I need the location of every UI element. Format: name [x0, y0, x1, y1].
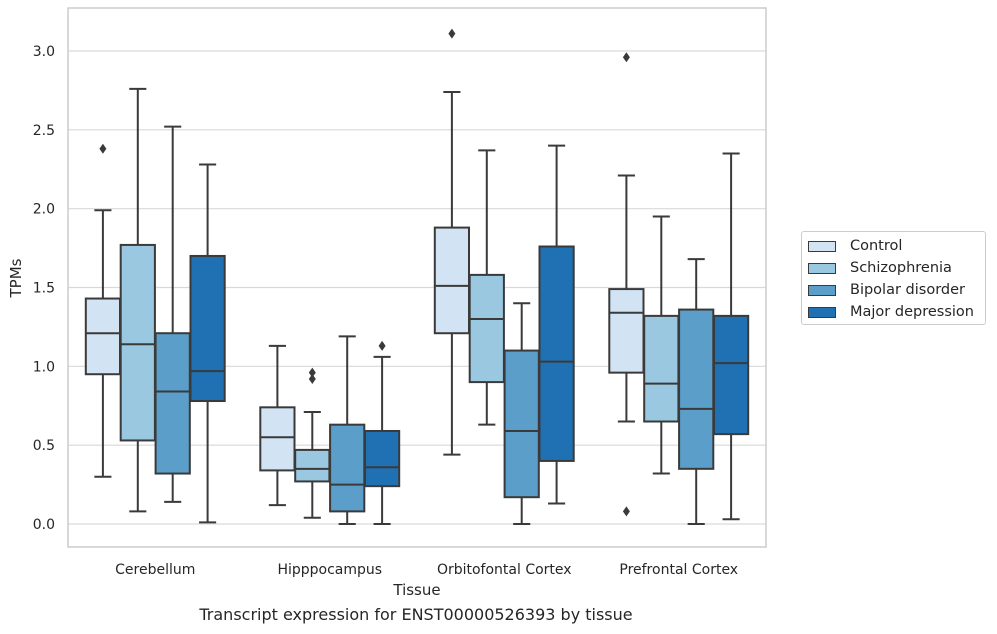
outlier-point [308, 367, 316, 378]
x-tick-label: Prefrontal Cortex [619, 562, 738, 578]
legend-item-control: Control [808, 236, 902, 256]
legend-item-major-depression: Major depression [808, 302, 974, 322]
outlier-point [99, 143, 107, 154]
box-bipolar-disorder [329, 335, 366, 525]
y-tick-label: 0.0 [33, 517, 55, 533]
x-axis-label: Tissue [392, 581, 440, 599]
box-iqr [503, 349, 540, 499]
box-iqr [608, 288, 645, 374]
outlier-point [378, 340, 386, 351]
y-axis-label: TPMs [7, 258, 25, 298]
legend: Control Schizophrenia Bipolar disorder M… [801, 231, 986, 325]
outlier-point [622, 52, 630, 63]
box-control [608, 52, 645, 517]
y-tick-label: 2.0 [33, 202, 55, 218]
figure-caption: Transcript expression for ENST0000052639… [199, 605, 633, 624]
box-schizophrenia [119, 87, 156, 513]
box-iqr [294, 448, 331, 483]
y-axis-ticks: 0.0 0.5 1.0 1.5 2.0 2.5 3.0 [33, 44, 55, 533]
box-iqr [643, 314, 680, 423]
box-iqr [678, 308, 715, 470]
box-iqr [363, 429, 401, 488]
legend-label-major-depression: Major depression [850, 304, 974, 320]
box-iqr [538, 245, 575, 462]
box-iqr [712, 314, 750, 436]
box-series [84, 28, 750, 525]
box-major-depression [189, 163, 226, 524]
box-bipolar-disorder [503, 302, 540, 525]
box-major-depression [363, 340, 401, 525]
outlier-point [308, 373, 316, 384]
box-iqr [84, 297, 122, 376]
legend-swatch-control [808, 240, 836, 252]
box-schizophrenia [468, 149, 505, 426]
legend-item-schizophrenia: Schizophrenia [808, 258, 952, 278]
box-iqr [329, 423, 366, 513]
x-tick-label: Hipppocampus [277, 562, 382, 578]
y-tick-label: 1.0 [33, 359, 55, 375]
y-tick-label: 3.0 [33, 44, 55, 60]
y-tick-label: 2.5 [33, 123, 55, 139]
box-major-depression [538, 144, 575, 505]
box-iqr [154, 332, 191, 475]
box-bipolar-disorder [678, 258, 715, 525]
outlier-point [622, 506, 630, 517]
box-bipolar-disorder [154, 125, 191, 503]
box-control [433, 28, 471, 456]
y-tick-label: 0.5 [33, 438, 55, 454]
legend-item-bipolar-disorder: Bipolar disorder [808, 280, 965, 300]
box-control [259, 344, 296, 507]
legend-label-control: Control [850, 238, 903, 254]
box-iqr [259, 406, 296, 472]
legend-swatch-bipolar-disorder [808, 284, 836, 296]
box-schizophrenia [294, 367, 331, 519]
box-major-depression [712, 152, 750, 521]
box-iqr [433, 226, 471, 335]
legend-swatch-schizophrenia [808, 262, 836, 274]
x-axis-ticks: Cerebellum Hipppocampus Orbitofontal Corte… [115, 562, 738, 578]
outlier-point [448, 28, 456, 39]
legend-label-schizophrenia: Schizophrenia [850, 260, 952, 276]
x-tick-label: Cerebellum [115, 562, 195, 578]
box-iqr [119, 243, 156, 442]
y-tick-label: 1.5 [33, 281, 55, 297]
plot-area-frame [67, 7, 767, 548]
legend-label-bipolar-disorder: Bipolar disorder [850, 282, 965, 298]
box-control [84, 143, 122, 478]
x-tick-label: Orbitofontal Cortex [437, 562, 572, 578]
box-schizophrenia [643, 215, 680, 475]
box-iqr [189, 254, 226, 403]
box-iqr [468, 273, 505, 384]
legend-swatch-major-depression [808, 306, 836, 318]
